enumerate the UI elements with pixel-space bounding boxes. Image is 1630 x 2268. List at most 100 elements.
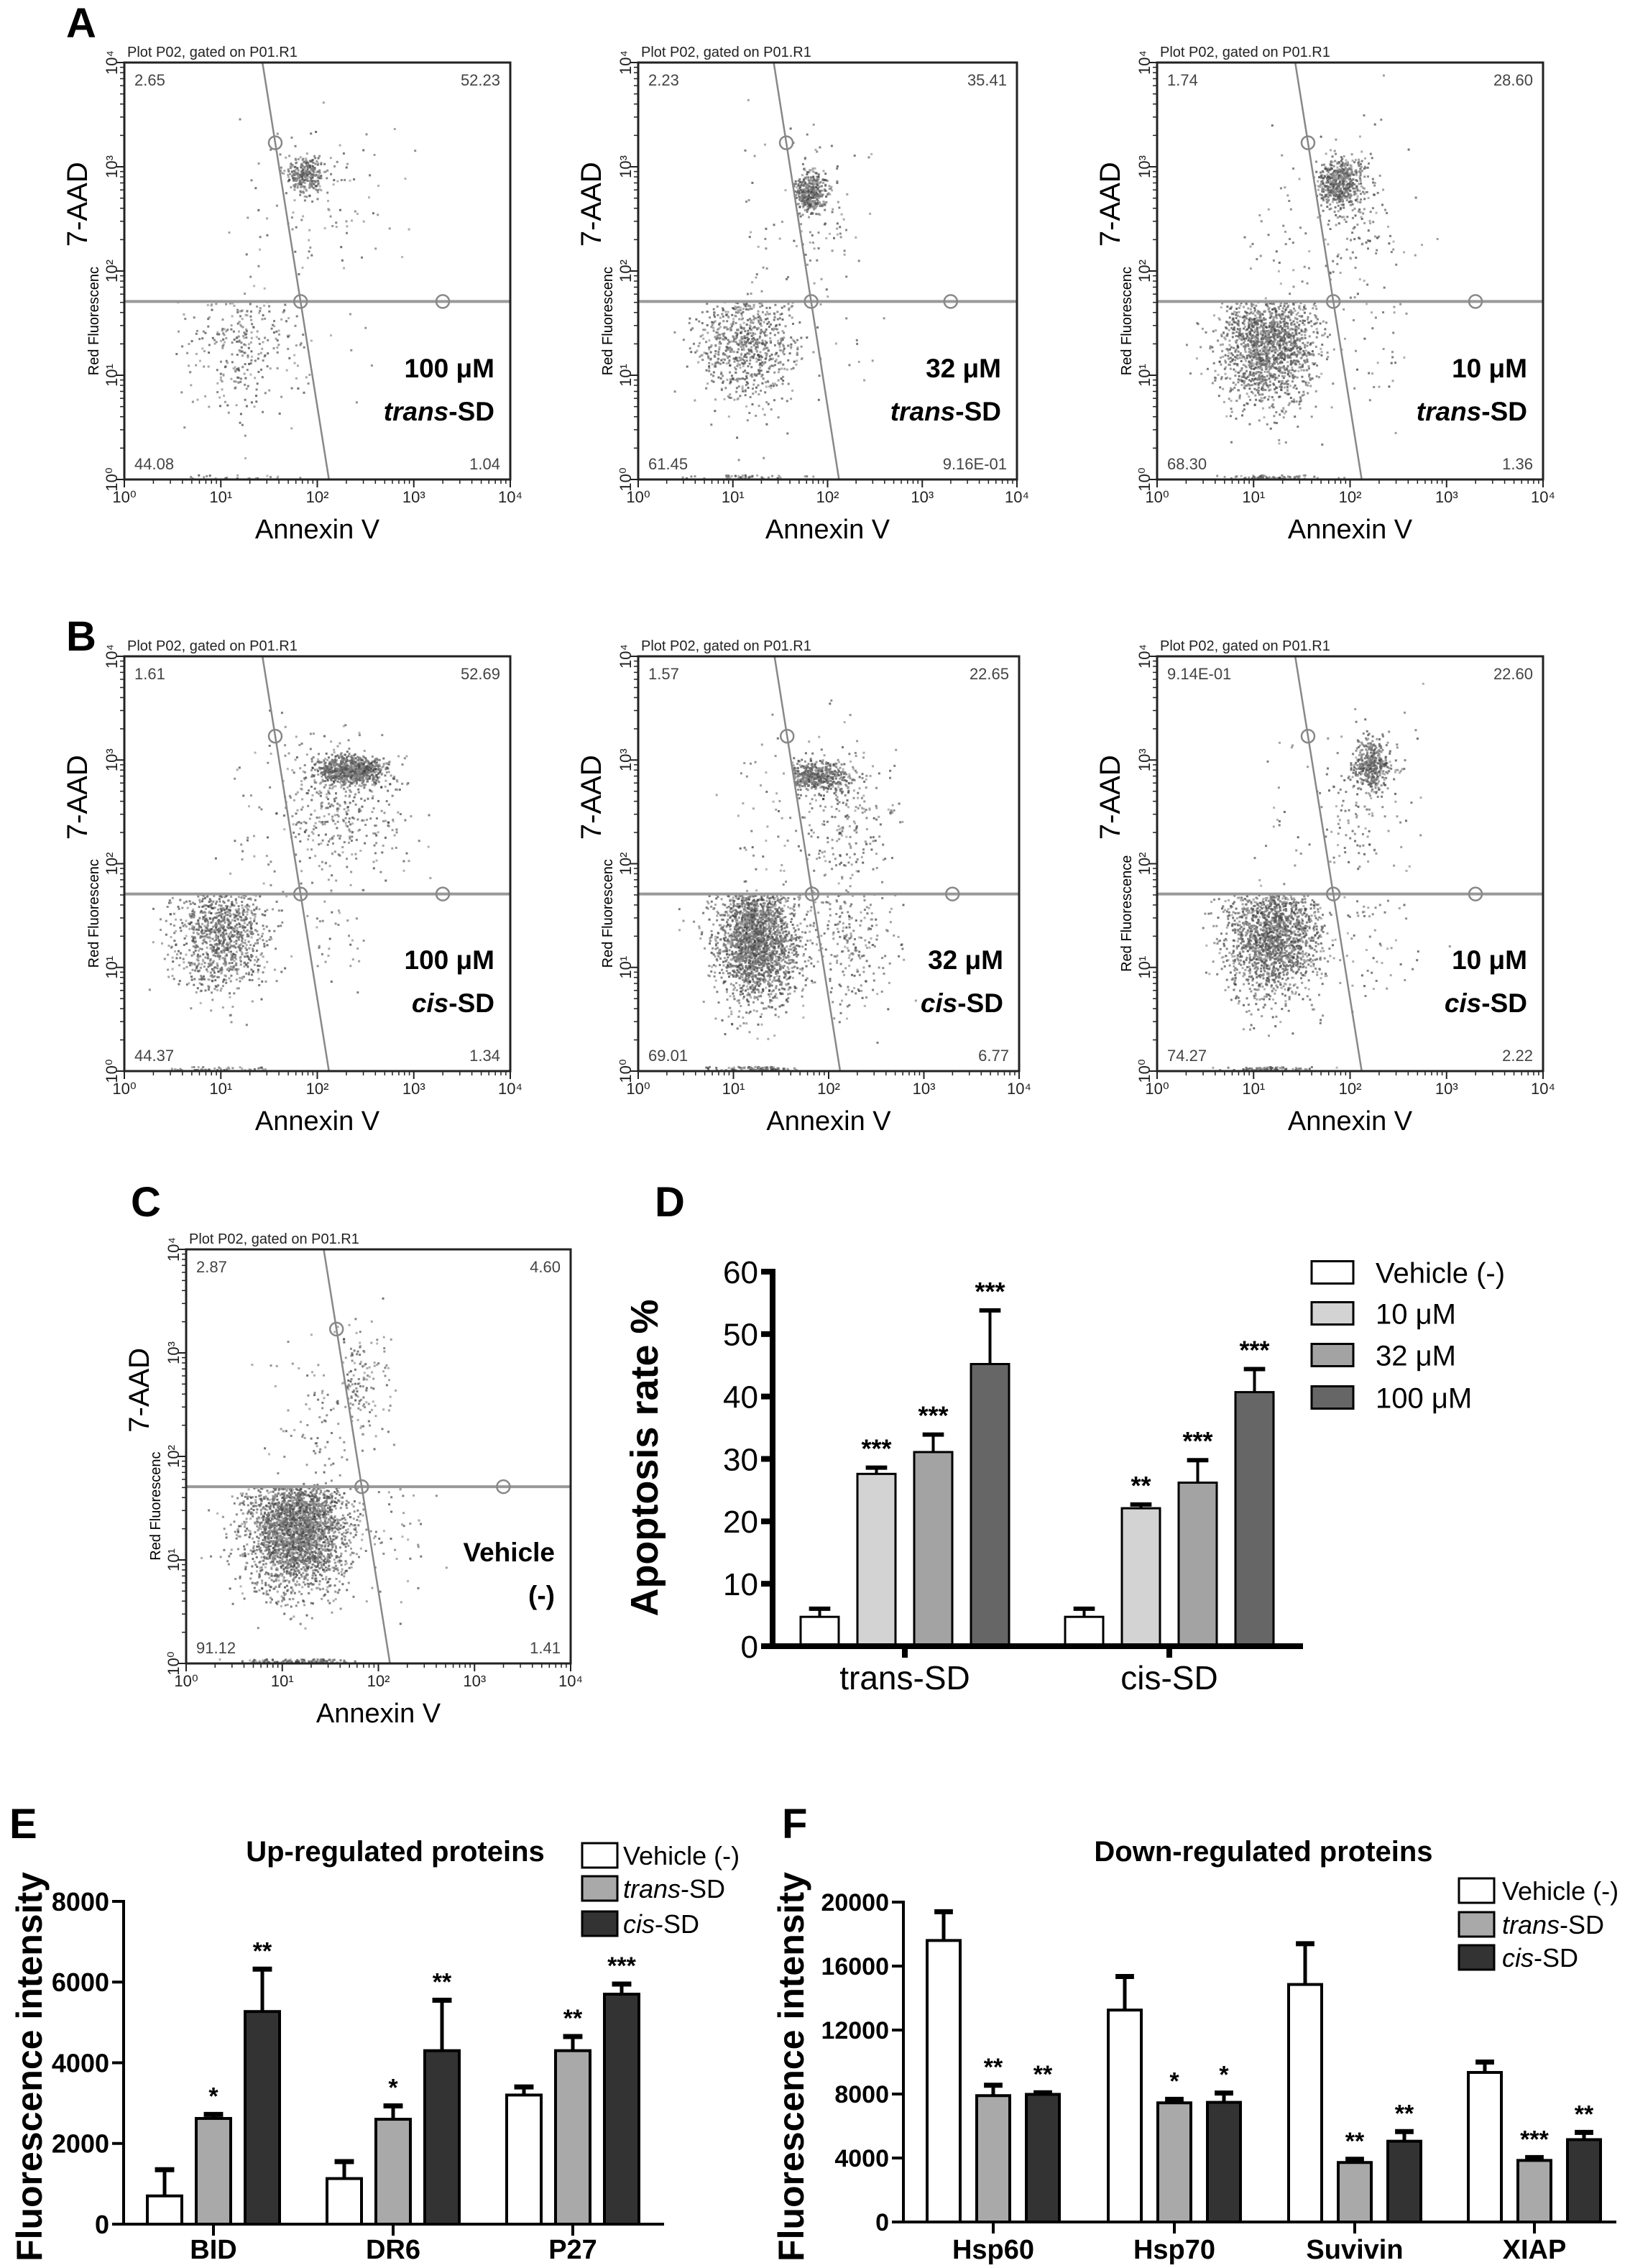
quadrant-ur-percent: 52.23 — [461, 71, 500, 89]
event-dot — [1378, 235, 1381, 238]
event-dot — [1314, 345, 1317, 348]
event-dot — [344, 178, 346, 181]
event-dot — [809, 201, 812, 203]
event-dot — [1351, 216, 1354, 219]
event-dot — [1245, 384, 1248, 387]
event-dot — [806, 203, 809, 206]
event-dot — [1350, 183, 1353, 185]
event-dot — [1335, 193, 1338, 196]
event-dot — [745, 308, 747, 311]
event-dot — [1245, 311, 1248, 314]
event-dot — [1387, 225, 1389, 228]
event-dot — [257, 208, 260, 211]
event-dot — [1328, 208, 1331, 211]
event-dot — [1338, 187, 1341, 190]
event-dot — [1243, 327, 1245, 330]
event-dot — [1236, 315, 1239, 318]
event-dot — [257, 162, 260, 165]
event-dot — [1281, 410, 1284, 413]
event-dot — [1263, 376, 1266, 379]
event-dot — [1280, 359, 1283, 362]
event-dot — [1298, 178, 1301, 180]
event-dot — [270, 327, 273, 330]
event-dot — [1304, 346, 1307, 349]
event-dot — [197, 953, 199, 956]
event-dot — [1326, 173, 1329, 176]
event-dot — [1226, 306, 1229, 308]
event-dot — [1351, 251, 1354, 254]
event-dot — [263, 304, 266, 307]
event-dot — [244, 363, 247, 365]
event-dot — [806, 263, 809, 266]
event-dot — [686, 365, 689, 368]
event-dot — [245, 253, 248, 256]
event-dot — [293, 179, 295, 182]
event-dot — [1277, 334, 1280, 336]
event-dot — [729, 397, 732, 399]
event-dot — [777, 339, 779, 342]
event-dot — [752, 340, 755, 343]
event-dot — [1340, 170, 1343, 173]
event-dot — [1225, 361, 1227, 364]
event-dot — [740, 476, 742, 479]
event-dot — [1394, 431, 1397, 434]
event-dot — [751, 375, 753, 378]
event-dot — [177, 905, 180, 908]
event-dot — [215, 341, 218, 344]
event-dot — [1259, 393, 1262, 396]
event-dot — [1350, 257, 1352, 260]
event-dot — [1261, 320, 1263, 323]
event-dot — [1281, 361, 1284, 364]
event-dot — [804, 475, 806, 478]
event-dot — [779, 362, 782, 364]
event-dot — [259, 236, 262, 239]
event-dot — [742, 390, 745, 392]
event-dot — [804, 182, 806, 184]
event-dot — [760, 302, 763, 305]
event-dot — [1245, 359, 1247, 362]
event-dots — [673, 98, 885, 479]
event-dot — [320, 162, 323, 165]
event-dot — [229, 302, 231, 305]
event-dot — [1363, 193, 1366, 196]
event-dot — [741, 327, 744, 330]
event-dot — [1316, 477, 1319, 479]
event-dot — [745, 345, 747, 348]
event-dot — [266, 474, 269, 477]
event-dot — [1351, 209, 1354, 211]
event-dot — [808, 170, 811, 173]
event-dot — [1308, 353, 1311, 356]
event-dot — [231, 315, 234, 318]
event-dot — [198, 338, 201, 341]
event-dot — [784, 189, 787, 192]
event-dot — [729, 326, 732, 329]
event-dot — [745, 375, 748, 377]
event-dot — [1338, 170, 1341, 173]
event-dot — [717, 361, 719, 364]
event-dot — [800, 223, 803, 226]
event-dot — [757, 354, 760, 357]
event-dot — [314, 162, 317, 165]
event-dot — [365, 133, 368, 136]
event-dot — [239, 980, 241, 983]
event-dot — [1271, 349, 1274, 352]
event-dot — [821, 204, 824, 207]
event-dot — [287, 173, 290, 176]
event-dot — [327, 208, 330, 211]
event-dot — [1195, 357, 1198, 360]
event-dot — [318, 176, 321, 178]
event-dot — [1337, 161, 1340, 163]
event-dot — [782, 351, 784, 354]
event-dot — [1276, 336, 1279, 339]
event-dot — [1282, 416, 1285, 419]
gate-handle-icon — [293, 294, 308, 309]
event-dot — [742, 321, 745, 324]
event-dot — [839, 236, 842, 239]
event-dot — [1268, 395, 1271, 398]
event-dot — [262, 971, 264, 974]
event-dot — [775, 323, 778, 326]
event-dot — [250, 179, 253, 182]
event-dot — [247, 216, 249, 219]
event-dot — [815, 206, 818, 208]
event-dot — [1375, 211, 1378, 214]
